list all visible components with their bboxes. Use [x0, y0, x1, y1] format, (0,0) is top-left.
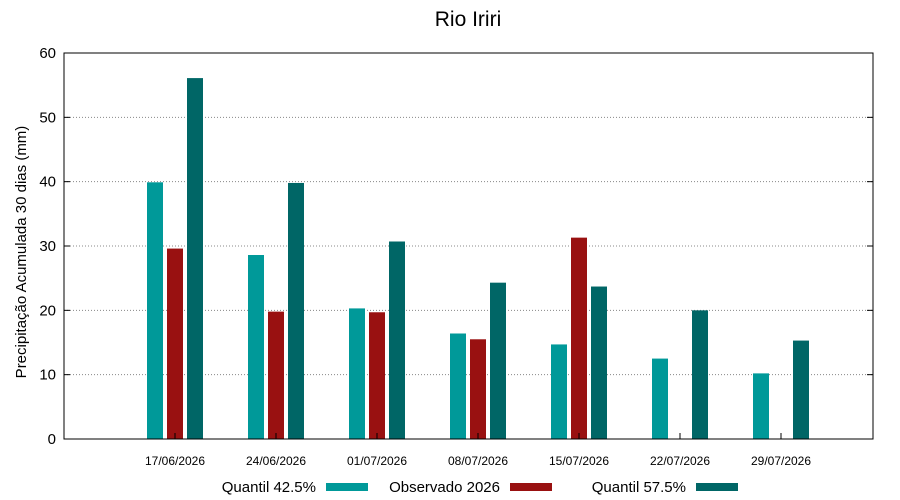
bar-0-0	[147, 182, 163, 439]
bar-5-0	[652, 358, 668, 439]
y-ticks: 0 10 20 30 40 50 60	[39, 45, 873, 448]
x-tick-label-2: 01/07/2026	[347, 454, 407, 468]
y-tick-label-4: 40	[39, 174, 56, 191]
bar-3-0	[450, 333, 466, 439]
x-ticks: 17/06/2026 24/06/2026 01/07/2026 08/07/2026…	[145, 433, 811, 468]
bar-5-2	[692, 310, 708, 439]
bar-3-2	[490, 282, 506, 439]
y-tick-label-0: 0	[48, 431, 56, 448]
y-tick-label-5: 50	[39, 109, 56, 126]
bar-0-2	[187, 78, 203, 439]
x-tick-label-0: 17/06/2026	[145, 454, 205, 468]
bar-4-0	[551, 344, 567, 439]
legend-swatch-1	[510, 483, 552, 491]
legend-swatch-0	[326, 483, 368, 491]
chart-title: Rio Iriri	[435, 8, 502, 31]
bar-0-1	[167, 248, 183, 439]
x-tick-label-1: 24/06/2026	[246, 454, 306, 468]
bar-1-2	[288, 182, 304, 439]
bar-1-0	[248, 255, 264, 439]
y-axis-label: Precipitação Acumulada 30 dias (mm)	[13, 126, 30, 379]
bar-6-0	[753, 373, 769, 439]
bar-6-2	[793, 340, 809, 439]
y-tick-label-1: 10	[39, 367, 56, 384]
x-tick-label-4: 15/07/2026	[549, 454, 609, 468]
bar-2-1	[369, 312, 385, 439]
legend-label-2: Quantil 57.5%	[592, 479, 686, 496]
bar-2-2	[389, 241, 405, 439]
legend-label-1: Observado 2026	[389, 479, 500, 496]
bar-4-1	[571, 237, 587, 439]
bar-2-0	[349, 308, 365, 439]
x-tick-label-5: 22/07/2026	[650, 454, 710, 468]
grid-layer	[64, 116, 873, 376]
y-tick-label-3: 30	[39, 238, 56, 255]
y-tick-label-2: 20	[39, 302, 56, 319]
x-tick-label-3: 08/07/2026	[448, 454, 508, 468]
bar-3-1	[470, 339, 486, 439]
bar-4-2	[591, 286, 607, 439]
legend: Quantil 42.5% Observado 2026 Quantil 57.5%	[222, 479, 738, 496]
x-tick-label-6: 29/07/2026	[751, 454, 811, 468]
bars-layer	[147, 78, 809, 439]
bar-1-1	[268, 311, 284, 439]
y-tick-label-6: 60	[39, 45, 56, 62]
legend-swatch-2	[696, 483, 738, 491]
legend-label-0: Quantil 42.5%	[222, 479, 316, 496]
